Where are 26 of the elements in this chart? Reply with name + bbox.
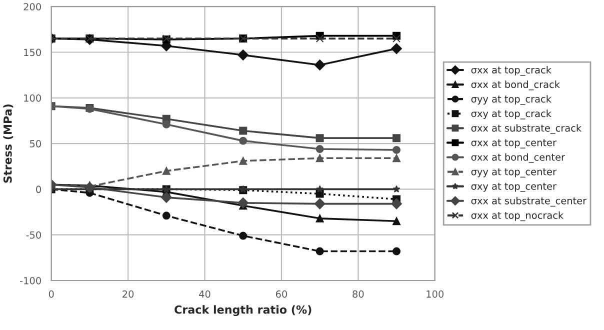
y-tick-label: 150 xyxy=(24,48,41,56)
y-tick-label: -50 xyxy=(26,231,41,239)
x-tick-label: 60 xyxy=(276,290,288,298)
x-tick-label: 100 xyxy=(426,290,444,298)
legend-label: σxx at substrate_center xyxy=(471,196,587,207)
x-tick-label: 40 xyxy=(199,290,210,298)
x-tick-label: 20 xyxy=(122,290,134,298)
legend-label: σxy at top_crack xyxy=(471,110,552,120)
y-tick-label: 100 xyxy=(24,94,41,102)
y-tick-label: -100 xyxy=(20,276,41,284)
legend-label: σxx at top_nocrack xyxy=(471,211,564,222)
legend-label: σxx at bond_center xyxy=(471,153,566,163)
x-tick-label: 0 xyxy=(48,290,54,298)
legend-label: σxx at top_center xyxy=(471,139,556,148)
legend-label: σyy at top_center xyxy=(471,168,556,178)
legend-label: σxx at top_crack xyxy=(471,66,552,76)
legend-label: σxy at top_center xyxy=(471,182,556,192)
legend-label: σyy at top_crack xyxy=(471,95,552,105)
legend-label: σxx at bond_crack xyxy=(471,80,560,90)
y-tick-label: 0 xyxy=(36,186,41,194)
x-axis-title: Crack length ratio (%) xyxy=(174,305,312,316)
y-tick-label: 200 xyxy=(24,3,41,10)
legend-label: σxx at substrate_crack xyxy=(471,124,582,134)
x-tick-label: 80 xyxy=(352,290,364,298)
y-tick-label: 50 xyxy=(30,140,41,148)
y-axis-title: Stress (MPa) xyxy=(3,104,14,183)
